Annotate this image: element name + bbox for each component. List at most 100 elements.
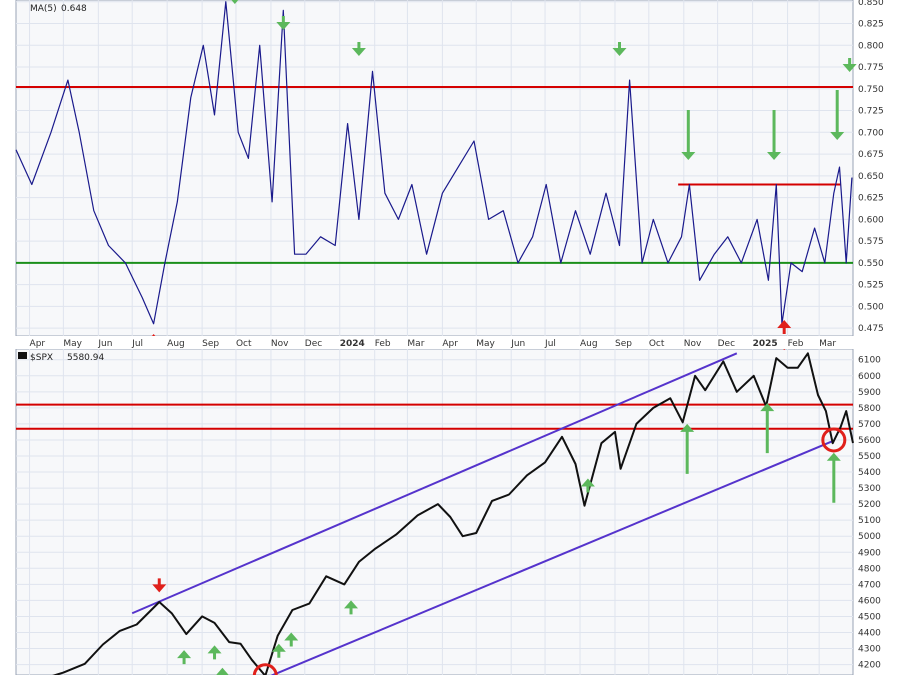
x-tick-label: 2024	[340, 339, 365, 349]
highlight-circle	[252, 663, 278, 675]
spx-legend-swatch	[18, 352, 27, 359]
green-up-arrow	[680, 423, 695, 474]
y-tick-label-lower: 4500	[858, 612, 881, 622]
green-down-arrow	[842, 58, 857, 72]
x-tick-label: Feb	[375, 339, 391, 349]
y-tick-label-lower: 4300	[858, 645, 881, 655]
green-up-arrow	[344, 600, 359, 615]
x-tick-label: Aug	[580, 339, 598, 349]
spx-legend-label: $SPX	[30, 353, 53, 363]
x-tick-label: Jul	[544, 339, 556, 349]
upper-panel-bg	[15, 0, 854, 337]
y-tick-label-upper: 0.500	[858, 302, 884, 312]
green-down-arrow	[276, 16, 291, 30]
ma-legend-label: MA(5)	[30, 4, 57, 14]
y-tick-label-lower: 4200	[858, 661, 881, 671]
x-tick-label: Feb	[788, 339, 804, 349]
y-tick-label-lower: 5800	[858, 404, 881, 414]
y-tick-label-upper: 0.725	[858, 107, 884, 117]
green-down-arrow	[767, 110, 782, 160]
y-tick-label-lower: 4700	[858, 580, 881, 590]
green-up-arrow	[284, 632, 299, 647]
y-tick-label-upper: 0.775	[858, 63, 884, 73]
green-up-arrow	[580, 478, 595, 493]
lower-price-panel: 6100 6000 5900 5800 5700 5600 5500 5400 5300 5200…	[15, 336, 881, 675]
y-tick-label-lower: 4400	[858, 628, 881, 638]
trend-channel-line	[131, 352, 738, 615]
y-tick-label-lower: 5200	[858, 500, 881, 510]
x-tick-label: Nov	[271, 339, 289, 349]
x-tick-label: Jun	[510, 339, 525, 349]
y-tick-label-upper: 0.800	[858, 41, 884, 51]
x-tick-label: Oct	[236, 339, 252, 349]
green-down-arrow	[681, 110, 696, 160]
y-tick-label-upper: 0.550	[858, 259, 884, 269]
upper-indicator-panel: 0.850 0.825 0.800 0.775 0.750 0.725 0.700 0.675…	[15, 0, 884, 348]
x-tick-label: Sep	[615, 339, 632, 349]
y-tick-label-lower: 5900	[858, 388, 881, 398]
y-tick-label-lower: 6100	[858, 356, 881, 366]
y-tick-label-lower: 5100	[858, 516, 881, 526]
spx-legend: $SPX 5580.94	[18, 352, 104, 363]
green-down-arrow	[612, 42, 627, 56]
green-up-arrow	[216, 667, 229, 675]
y-tick-label-lower: 5600	[858, 436, 881, 446]
x-tick-label: Apr	[30, 339, 46, 349]
y-tick-label-upper: 0.700	[858, 128, 884, 138]
spx-price-line	[52, 352, 854, 675]
x-tick-label: Dec	[305, 339, 322, 349]
y-tick-label-upper: 0.675	[858, 150, 884, 160]
ma-legend-value: 0.648	[61, 4, 87, 14]
y-tick-label-upper: 0.625	[858, 194, 884, 204]
x-axis-bg	[0, 336, 901, 349]
green-up-arrow	[177, 650, 192, 665]
green-down-arrow	[830, 90, 845, 140]
y-tick-label-lower: 5500	[858, 452, 881, 462]
y-tick-label-upper: 0.650	[858, 172, 884, 182]
x-tick-label: Sep	[202, 339, 219, 349]
red-up-arrow	[777, 320, 792, 334]
y-tick-label-lower: 5300	[858, 484, 881, 494]
x-tick-label: Oct	[649, 339, 665, 349]
highlight-circle	[821, 427, 847, 453]
y-tick-label-lower: 5700	[858, 420, 881, 430]
y-tick-label-upper: 0.850	[858, 0, 884, 8]
x-tick-label: Aug	[167, 339, 185, 349]
ma-legend: MA(5) 0.648	[30, 4, 87, 14]
x-tick-label: 2025	[753, 339, 778, 349]
x-tick-label: Mar	[819, 339, 836, 349]
y-tick-label-upper: 0.475	[858, 324, 884, 334]
green-up-arrow	[826, 452, 841, 503]
red-down-arrow	[152, 578, 167, 593]
green-up-arrow	[207, 645, 222, 660]
lower-panel-bg	[15, 348, 854, 675]
y-tick-label-upper: 0.750	[858, 85, 884, 95]
y-tick-label-upper: 0.825	[858, 20, 884, 30]
y-tick-label-lower: 4600	[858, 596, 881, 606]
y-tick-label-lower: 4800	[858, 564, 881, 574]
y-tick-label-upper: 0.525	[858, 281, 884, 291]
x-tick-label: Nov	[684, 339, 702, 349]
green-down-arrow	[231, 0, 239, 4]
trend-channel-line	[270, 440, 832, 675]
x-tick-label: Jul	[131, 339, 143, 349]
y-tick-label-upper: 0.575	[858, 237, 884, 247]
x-tick-label: Jun	[97, 339, 112, 349]
y-tick-label-lower: 5000	[858, 532, 881, 542]
y-tick-label-upper: 0.600	[858, 215, 884, 225]
x-axis: Apr May Jun Jul Aug Sep Oct Nov Dec 2024 Feb Mar Apr…	[0, 336, 901, 349]
green-down-arrow	[351, 42, 366, 56]
x-tick-label: Mar	[407, 339, 424, 349]
x-tick-label: May	[476, 339, 495, 349]
x-tick-label: May	[63, 339, 82, 349]
ma-series-line	[15, 1, 853, 325]
x-tick-label: Dec	[718, 339, 735, 349]
green-up-arrow	[271, 643, 286, 658]
y-tick-label-lower: 5400	[858, 468, 881, 478]
y-tick-label-lower: 4900	[858, 548, 881, 558]
green-up-arrow	[760, 403, 775, 454]
y-tick-label-lower: 6000	[858, 372, 881, 382]
spx-legend-value: 5580.94	[67, 353, 104, 363]
x-tick-label: Apr	[442, 339, 458, 349]
